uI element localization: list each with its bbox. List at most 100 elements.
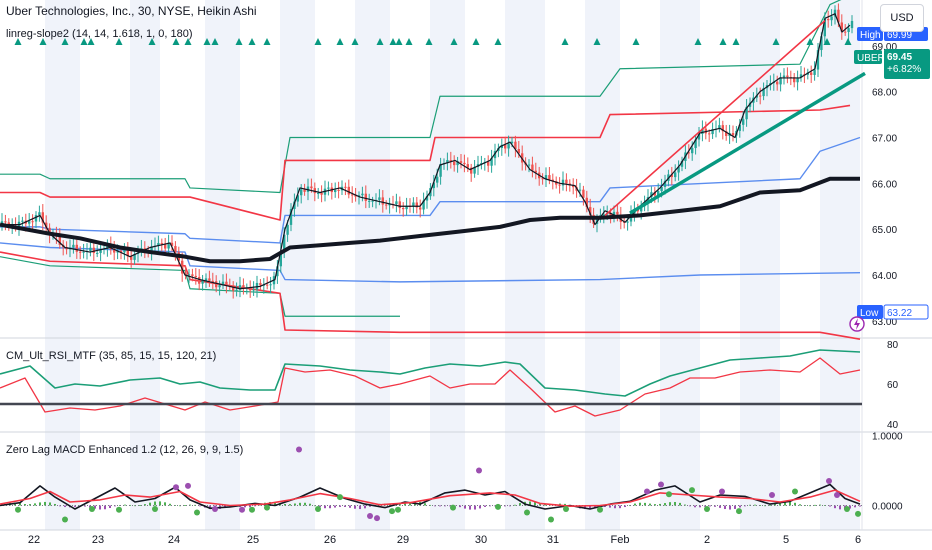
macd-histogram-bar <box>354 505 356 509</box>
candle-body <box>347 186 350 195</box>
buy-signal-marker <box>844 38 852 45</box>
candle-body <box>225 281 228 286</box>
macd-histogram-bar <box>769 504 771 506</box>
macd-histogram-bar <box>289 504 291 506</box>
macd-cross-dot <box>719 488 725 495</box>
macd-histogram-bar <box>34 503 36 506</box>
candle-body <box>796 77 799 83</box>
session-band <box>205 0 240 530</box>
buy-signal-marker <box>395 38 403 45</box>
candle-body <box>677 166 680 173</box>
macd-histogram-bar <box>784 501 786 506</box>
rsi-series-2 <box>0 357 861 417</box>
currency-button[interactable]: USD <box>880 4 924 32</box>
macd-histogram-bar <box>649 503 651 506</box>
upper-red-channel <box>0 104 851 221</box>
candle-body <box>436 176 439 183</box>
macd-histogram-bar <box>694 505 696 508</box>
macd-histogram-bar <box>814 504 816 506</box>
candle-body <box>487 161 490 166</box>
candle-body <box>269 284 272 286</box>
time-tick-label: 5 <box>783 534 789 546</box>
macd-histogram-bar <box>159 501 161 506</box>
macd-histogram-bar <box>484 505 486 507</box>
candle-body <box>432 182 435 189</box>
time-tick-label: 22 <box>28 534 40 546</box>
candle-body <box>184 273 187 276</box>
candle-body <box>582 189 585 198</box>
macd-cross-dot <box>194 509 200 516</box>
macd-histogram-bar <box>329 505 331 509</box>
candle-body <box>680 160 684 167</box>
macd-histogram-bar <box>804 505 806 507</box>
macd-indicator-label[interactable]: Zero Lag MACD Enhanced 1.2 (12, 26, 9, 9… <box>6 444 244 456</box>
candle-body <box>89 247 92 252</box>
macd-histogram-bar <box>529 501 531 506</box>
rsi-indicator-label[interactable]: CM_Ult_RSI_MTF (35, 85, 15, 15, 120, 21) <box>6 350 217 362</box>
linear-regression-line <box>0 176 860 264</box>
candle-body <box>820 36 823 51</box>
candle-body <box>786 75 789 78</box>
candle-body <box>126 250 129 257</box>
candle-body <box>238 285 242 290</box>
candle-body <box>194 275 197 278</box>
candle-body <box>561 179 565 186</box>
buy-signal-marker <box>203 38 211 45</box>
macd-histogram-bar <box>659 503 661 506</box>
candle-body <box>548 175 551 180</box>
time-tick-label: 29 <box>397 534 409 546</box>
macd-cross-dot <box>185 482 191 489</box>
candle-body <box>419 207 422 210</box>
macd-histogram-bar <box>739 505 741 508</box>
linreg-indicator-label[interactable]: linreg-slope2 (14, 14, 1.618, 1, 0, 180) <box>6 28 193 40</box>
candle-body <box>235 289 238 291</box>
macd-cross-dot <box>62 516 68 523</box>
candle-body <box>840 22 843 32</box>
candle-body <box>837 9 840 23</box>
candle-body <box>616 211 619 215</box>
macd-histogram-bar <box>839 505 841 510</box>
candle-body <box>711 129 714 135</box>
session-band <box>430 0 465 530</box>
low-value-badge-bg <box>884 305 928 319</box>
macd-histogram-bar <box>109 505 111 509</box>
macd-cross-dot <box>689 487 695 494</box>
candle-body <box>232 285 235 291</box>
candle-body <box>187 274 191 276</box>
macd-histogram-bar <box>849 505 851 509</box>
macd-cross-dot <box>666 491 672 498</box>
buy-signal-marker <box>425 38 433 45</box>
macd-histogram-bar <box>39 502 41 506</box>
macd-histogram-bar <box>89 505 91 508</box>
candle-body <box>357 195 361 197</box>
candle-body <box>504 144 507 149</box>
macd-histogram-bar <box>799 504 801 506</box>
symbol-badge-text: UBER <box>857 53 885 64</box>
buy-signal-marker <box>719 38 727 45</box>
candle-body <box>123 250 126 253</box>
macd-histogram-bar <box>19 503 21 506</box>
macd-cross-dot <box>315 506 321 512</box>
candle-body <box>847 28 850 32</box>
buy-signal-marker <box>772 38 780 45</box>
price-tick-label: 64.00 <box>872 271 897 282</box>
candle-body <box>300 189 303 196</box>
candle-body <box>364 193 367 201</box>
macd-cross-dot <box>264 504 270 511</box>
macd-histogram-bar <box>699 505 701 508</box>
macd-histogram-bar <box>589 505 591 509</box>
macd-histogram-bar <box>429 504 431 506</box>
candle-body <box>459 161 463 163</box>
buy-signal-marker <box>376 38 384 45</box>
candle-body <box>453 161 456 166</box>
session-band <box>505 0 545 530</box>
buy-signal-marker <box>694 38 702 45</box>
macd-histogram-bar <box>724 505 726 510</box>
macd-histogram-bar <box>184 505 186 506</box>
candle-body <box>41 212 44 223</box>
macd-histogram-bar <box>754 504 756 506</box>
candle-body <box>215 281 218 288</box>
candle-body <box>762 88 765 97</box>
session-band <box>355 0 390 530</box>
